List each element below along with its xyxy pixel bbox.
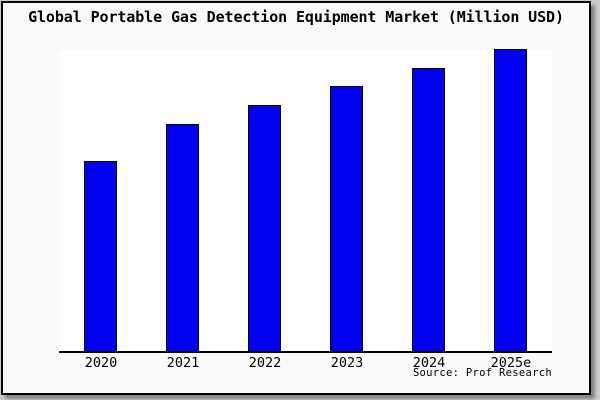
bar-2021 xyxy=(166,123,199,351)
bar-2020 xyxy=(84,160,117,351)
x-tick-label-2020: 2020 xyxy=(84,355,118,371)
chart-title: Global Portable Gas Detection Equipment … xyxy=(28,8,564,26)
bar-2024 xyxy=(412,67,445,351)
chart-canvas: Global Portable Gas Detection Equipment … xyxy=(1,1,591,395)
x-axis-line xyxy=(59,351,552,353)
source-note: Source: Prof Research xyxy=(412,367,552,379)
bar-2022 xyxy=(248,104,281,351)
x-tick-label-2024: 2024 xyxy=(412,355,446,371)
bar-2023 xyxy=(330,86,363,351)
x-tick-label-2022: 2022 xyxy=(248,355,282,371)
plot-area xyxy=(59,49,552,353)
x-axis-labels: 2020 2021 2022 2023 2024 2025e xyxy=(60,355,552,371)
bar-2025e xyxy=(494,49,527,351)
x-tick-label-2025e: 2025e xyxy=(490,355,532,371)
x-tick-label-2023: 2023 xyxy=(330,355,364,371)
x-tick-label-2021: 2021 xyxy=(166,355,200,371)
